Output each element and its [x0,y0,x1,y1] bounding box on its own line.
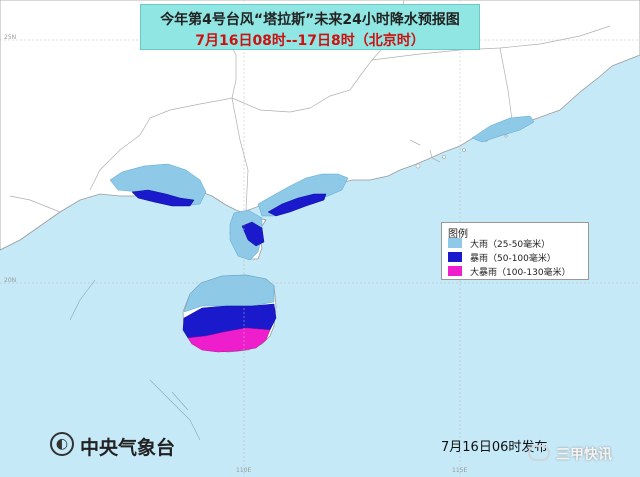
watermark-text: 三甲快讯 [556,447,612,463]
legend-label-heavy-rain: 大雨（25-50毫米） [470,240,551,250]
sea-boundary-lines [69,279,201,441]
legend-label-torrential-rain: 大暴雨（100-130毫米） [470,268,571,278]
legend-swatch-torrential-rain [448,266,462,276]
legend: 图例 大雨（25-50毫米） 暴雨（50-100毫米） 大暴雨（100-130毫… [441,222,589,280]
lon-label-right: 115E [452,467,468,474]
organization-name: 中央气象台 [80,437,176,459]
legend-swatch-heavy-rain [448,238,462,248]
rainstorm-areas [131,189,327,339]
wechat-icon [528,445,550,461]
cma-logo-icon: ◐ [50,432,74,456]
lon-label-left: 110E [236,467,252,474]
lat-label-mid: 20N [4,277,17,284]
legend-title: 图例 [448,229,468,240]
issue-time: 7月16日06时发布 [441,440,548,455]
map-subtitle: 7月16日08时--17日8时（北京时） [195,33,425,49]
lat-label-top: 25N [4,34,17,41]
map-title: 今年第4号台风“塔拉斯”未来24小时降水预报图 [160,12,460,28]
torrential-rain-areas [187,327,271,353]
legend-swatch-rainstorm [448,252,462,262]
legend-label-rainstorm: 暴雨（50-100毫米） [470,254,556,264]
map-title-box: 今年第4号台风“塔拉斯”未来24小时降水预报图 7月16日08时--17日8时（… [140,4,480,50]
